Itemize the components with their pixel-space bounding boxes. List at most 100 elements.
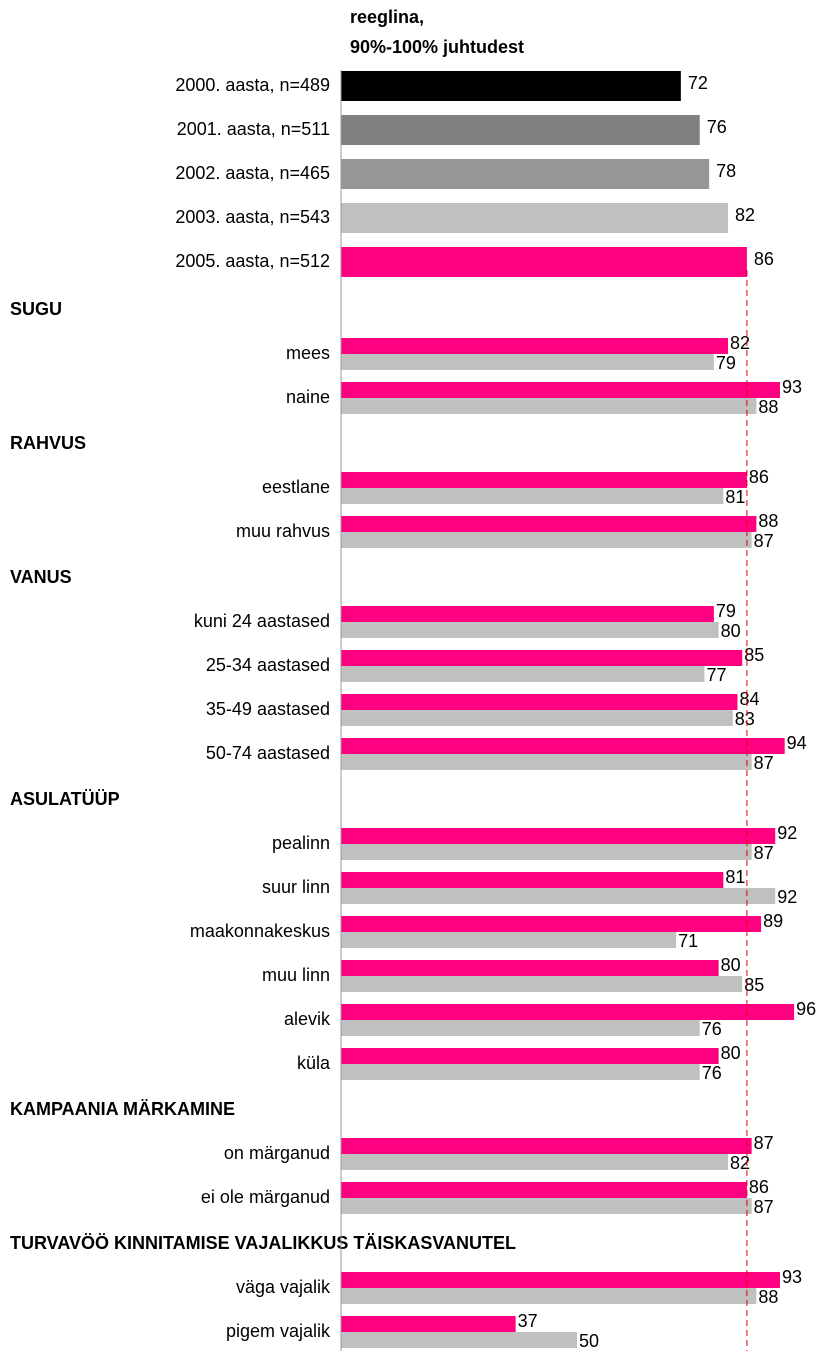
category-label: maakonnakeskus	[190, 921, 330, 941]
value-label: 83	[735, 709, 755, 729]
value-label: 94	[787, 733, 807, 753]
bar	[341, 888, 776, 904]
category-label: muu linn	[262, 965, 330, 985]
value-label: 87	[754, 531, 774, 551]
value-label: 88	[758, 1287, 778, 1307]
category-label: alevik	[284, 1009, 331, 1029]
group-title: VANUS	[10, 567, 72, 587]
value-label: 80	[721, 1043, 741, 1063]
value-label: 81	[725, 487, 745, 507]
value-label: 86	[754, 249, 774, 269]
group-title: KAMPAANIA MÄRKAMINE	[10, 1099, 235, 1119]
value-label: 84	[739, 689, 759, 709]
category-label: 2000. aasta, n=489	[175, 75, 330, 95]
value-label: 87	[754, 753, 774, 773]
category-label: suur linn	[262, 877, 330, 897]
bar	[341, 1048, 719, 1064]
value-label: 76	[702, 1019, 722, 1039]
bar	[341, 754, 752, 770]
bar	[341, 828, 776, 844]
category-label: küla	[297, 1053, 331, 1073]
value-label: 82	[730, 1153, 750, 1173]
category-label: 35-49 aastased	[206, 699, 330, 719]
value-label: 93	[782, 377, 802, 397]
value-label: 79	[716, 601, 736, 621]
value-label: 92	[777, 823, 797, 843]
bar	[341, 472, 747, 488]
category-label: 2005. aasta, n=512	[175, 251, 330, 271]
category-label: 50-74 aastased	[206, 743, 330, 763]
category-label: väga vajalik	[236, 1277, 331, 1297]
bar	[341, 532, 752, 548]
category-label: kuni 24 aastased	[194, 611, 330, 631]
value-label: 92	[777, 887, 797, 907]
value-label: 81	[725, 867, 745, 887]
value-label: 87	[754, 1133, 774, 1153]
bar	[341, 1332, 577, 1348]
value-label: 85	[744, 645, 764, 665]
value-label: 80	[721, 621, 741, 641]
value-label: 50	[579, 1331, 599, 1351]
bar	[341, 1288, 757, 1304]
category-label: mees	[286, 343, 330, 363]
bar	[341, 354, 714, 370]
value-label: 77	[706, 665, 726, 685]
bar	[341, 960, 719, 976]
bar	[341, 650, 743, 666]
value-label: 88	[758, 397, 778, 417]
bar	[341, 516, 757, 532]
bar	[341, 71, 681, 101]
value-label: 80	[721, 955, 741, 975]
bar	[341, 932, 677, 948]
value-label: 87	[754, 1197, 774, 1217]
value-label: 78	[716, 161, 736, 181]
category-label: eestlane	[262, 477, 330, 497]
bar	[341, 382, 780, 398]
bar	[341, 1154, 729, 1170]
bar	[341, 694, 738, 710]
category-label: muu rahvus	[236, 521, 330, 541]
category-label: ei ole märganud	[201, 1187, 330, 1207]
bar	[341, 1004, 795, 1020]
category-label: pealinn	[272, 833, 330, 853]
bar	[341, 976, 743, 992]
group-title: RAHVUS	[10, 433, 86, 453]
value-label: 76	[707, 117, 727, 137]
bar	[341, 1182, 747, 1198]
bar	[341, 1138, 752, 1154]
bar	[341, 622, 719, 638]
column-header: 90%-100% juhtudest	[350, 37, 524, 57]
bar	[341, 738, 785, 754]
group-title: SUGU	[10, 299, 62, 319]
bar	[341, 488, 724, 504]
category-label: pigem vajalik	[226, 1321, 331, 1341]
bar	[341, 916, 762, 932]
group-title: ASULATÜÜP	[10, 789, 120, 809]
category-label: naine	[286, 387, 330, 407]
category-label: 2003. aasta, n=543	[175, 207, 330, 227]
column-header: reeglina,	[350, 7, 424, 27]
bar	[341, 398, 757, 414]
bar	[341, 159, 710, 189]
value-label: 96	[796, 999, 816, 1019]
category-label: 25-34 aastased	[206, 655, 330, 675]
value-label: 37	[518, 1311, 538, 1331]
bar	[341, 1064, 700, 1080]
bar	[341, 1272, 780, 1288]
value-label: 72	[688, 73, 708, 93]
value-label: 79	[716, 353, 736, 373]
value-label: 88	[758, 511, 778, 531]
category-label: 2002. aasta, n=465	[175, 163, 330, 183]
value-label: 76	[702, 1063, 722, 1083]
bar	[341, 666, 705, 682]
bar	[341, 606, 714, 622]
category-label: on märganud	[224, 1143, 330, 1163]
category-label: 2001. aasta, n=511	[177, 119, 330, 139]
value-label: 86	[749, 467, 769, 487]
value-label: 87	[754, 843, 774, 863]
bar	[341, 872, 724, 888]
bar	[341, 115, 700, 145]
value-label: 85	[744, 975, 764, 995]
